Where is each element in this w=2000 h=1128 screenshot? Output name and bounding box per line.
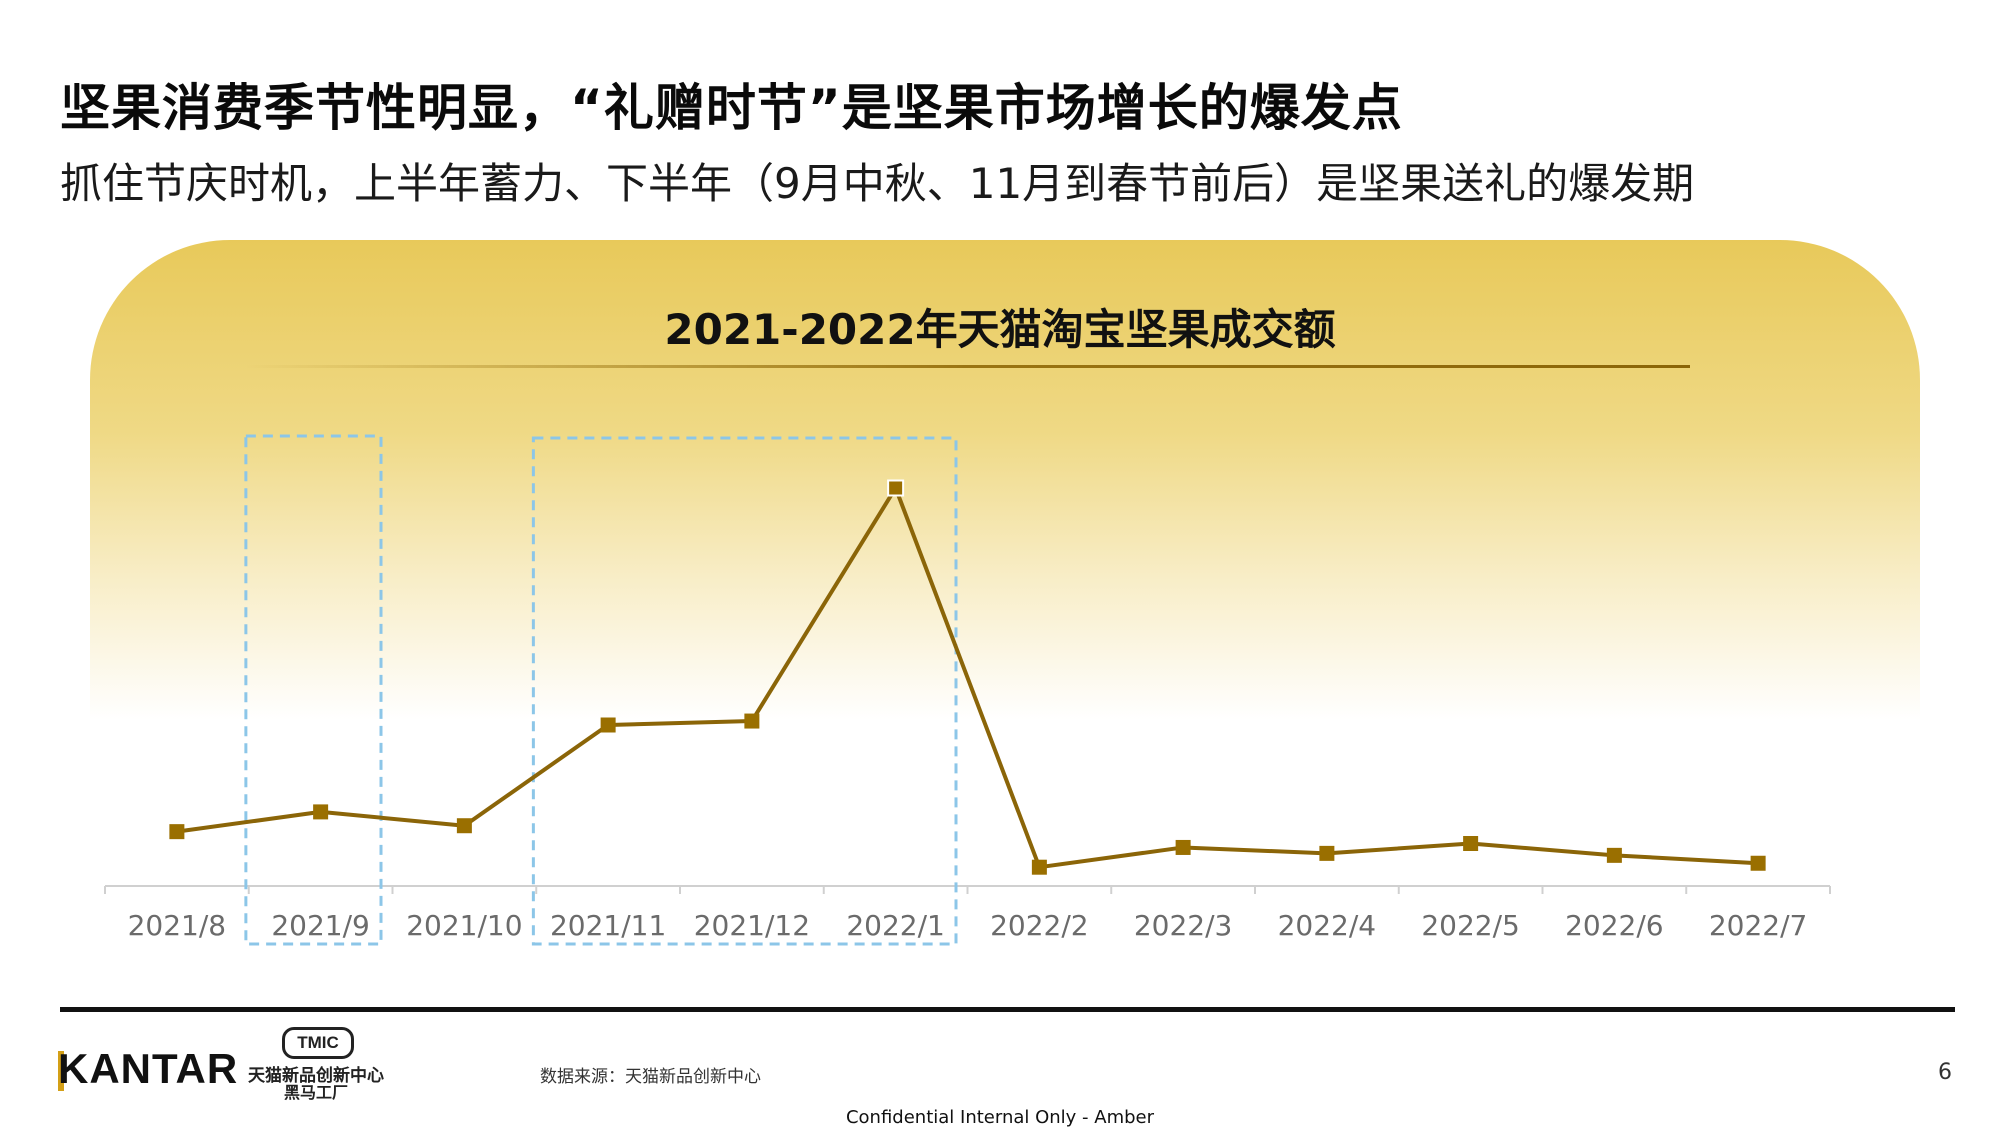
x-tick-label: 2021/8 <box>128 909 227 942</box>
x-tick-label: 2022/2 <box>990 909 1089 942</box>
chart-title-underline <box>245 365 1690 368</box>
highlight-box-1 <box>244 434 383 946</box>
data-point-2021-10 <box>456 818 472 834</box>
highlight-box-2 <box>531 436 958 946</box>
data-point-2021-9 <box>313 804 329 820</box>
x-tick-label: 2022/3 <box>1134 909 1233 942</box>
chart-background-panel <box>90 240 1920 720</box>
data-point-2022-3 <box>1175 839 1191 855</box>
x-tick-label: 2021/11 <box>550 909 666 942</box>
chart-title: 2021-2022年天猫淘宝坚果成交额 <box>664 305 1336 354</box>
data-point-2022-7 <box>1750 855 1766 871</box>
tmic-logo-line2: 黑马工厂 <box>284 1083 349 1102</box>
x-tick-label: 2021/9 <box>271 909 370 942</box>
data-point-2021-12 <box>744 713 760 729</box>
tmic-logo-line1: 天猫新品创新中心 <box>248 1066 384 1086</box>
page-number: 6 <box>1938 1060 1952 1085</box>
data-point-2022-1 <box>887 479 905 497</box>
confidentiality-label: Confidential Internal Only - Amber <box>845 1107 1155 1128</box>
x-tick-label: 2022/1 <box>846 909 945 942</box>
x-tick-label: 2022/6 <box>1565 909 1664 942</box>
line-chart: 2021/8 2021/9 2021/10 2021/11 2021/12 2022/1 2… <box>104 434 1831 946</box>
x-tick-label: 2021/10 <box>406 909 522 942</box>
x-tick-label: 2022/4 <box>1278 909 1377 942</box>
kantar-logo-accent <box>58 1051 64 1091</box>
tmic-badge: TMIC <box>282 1027 354 1059</box>
tmic-logo: TMIC 天猫新品创新中心 黑马工厂 <box>248 1025 388 1102</box>
slide-headline: 坚果消费季节性明显，“礼赠时节”是坚果市场增长的爆发点 <box>60 79 1403 137</box>
kantar-logo: KANTAR <box>58 1045 239 1092</box>
data-point-2021-11 <box>600 717 616 733</box>
x-tick-label: 2022/5 <box>1421 909 1520 942</box>
x-tick-label: 2021/12 <box>694 909 810 942</box>
x-tick-label: 2022/7 <box>1709 909 1808 942</box>
data-source-note: 数据来源：天猫新品创新中心 <box>540 1067 761 1087</box>
data-point-2022-4 <box>1319 845 1335 861</box>
data-point-2022-2 <box>1031 859 1047 875</box>
data-point-2021-8 <box>169 824 185 840</box>
data-point-2022-6 <box>1606 847 1622 863</box>
slide-subheadline: 抓住节庆时机，上半年蓄力、下半年（9月中秋、11月到春节前后）是坚果送礼的爆发期 <box>60 159 1695 208</box>
footer-divider <box>60 1007 1955 1012</box>
data-point-2022-5 <box>1463 836 1479 851</box>
series-line <box>176 486 1759 870</box>
